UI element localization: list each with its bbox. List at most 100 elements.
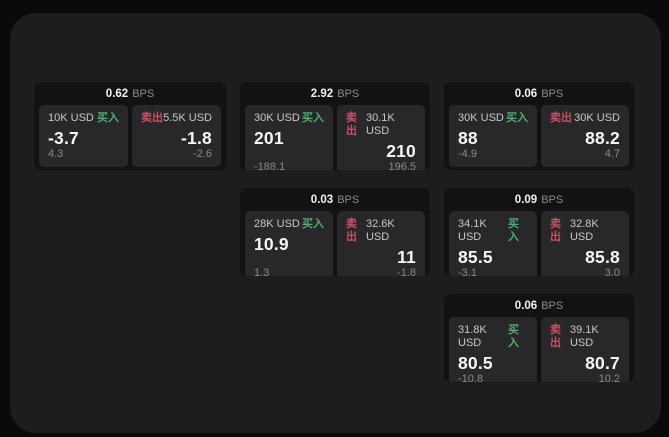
- card-header: 0.06 BPS: [444, 82, 634, 105]
- buy-amount: 30K USD: [458, 112, 504, 124]
- buy-tile-header: 30K USD 买入: [254, 112, 324, 125]
- sell-price: -1.8: [181, 128, 212, 148]
- sell-tile[interactable]: 卖出 39.1K USD 80.7 10.2: [541, 317, 629, 382]
- buy-tile[interactable]: 30K USD 买入 201 -188.1: [245, 105, 333, 170]
- bps-value: 0.03: [310, 193, 334, 206]
- sell-price: 88.2: [585, 128, 620, 148]
- card-header: 0.03 BPS: [240, 188, 430, 211]
- quote-card: 0.03 BPS 28K USD 买入 10.9 1.3 卖出 32.6K US…: [240, 188, 430, 276]
- buy-amount: 10K USD: [48, 112, 94, 124]
- sell-tile[interactable]: 卖出 5.5K USD -1.8 -2.6: [132, 105, 221, 167]
- bps-unit-label: BPS: [541, 193, 564, 206]
- sell-tile-header: 卖出 32.8K USD: [550, 218, 620, 244]
- buy-tile-header: 10K USD 买入: [48, 112, 119, 125]
- buy-price: -3.7: [48, 128, 79, 148]
- sell-tile-header: 卖出 32.6K USD: [346, 218, 416, 244]
- bps-unit-label: BPS: [541, 87, 564, 100]
- buy-tile-header: 30K USD 买入: [458, 112, 528, 125]
- sell-delta: -2.6: [193, 148, 212, 160]
- sell-tile[interactable]: 卖出 32.6K USD 11 -1.8: [337, 211, 425, 276]
- buy-amount: 28K USD: [254, 218, 300, 230]
- sell-tile-header: 卖出 30.1K USD: [346, 112, 416, 138]
- buy-side-label: 买入: [302, 218, 324, 230]
- bps-unit-label: BPS: [541, 299, 564, 312]
- quote-card: 0.06 BPS 31.8K USD 买入 80.5 -10.8 卖出 39.1…: [444, 294, 634, 382]
- buy-tile-header: 28K USD 买入: [254, 218, 324, 231]
- sell-price: 85.8: [585, 247, 620, 267]
- buy-price: 88: [458, 128, 478, 148]
- card-body: 30K USD 买入 201 -188.1 卖出 30.1K USD 210 1…: [240, 105, 430, 170]
- bps-value: 0.06: [514, 299, 538, 312]
- card-body: 10K USD 买入 -3.7 4.3 卖出 5.5K USD -1.8 -2.…: [34, 105, 226, 170]
- buy-tile[interactable]: 10K USD 买入 -3.7 4.3: [39, 105, 128, 167]
- sell-tile[interactable]: 卖出 30.1K USD 210 196.5: [337, 105, 425, 170]
- buy-price: 201: [254, 128, 284, 148]
- sell-amount: 39.1K USD: [569, 324, 599, 349]
- buy-delta: 1.3: [254, 267, 270, 276]
- buy-delta: -3.1: [458, 267, 477, 276]
- bps-value: 0.06: [514, 87, 538, 100]
- cards-grid: 0.62 BPS 10K USD 买入 -3.7 4.3 卖出 5.5K USD…: [34, 82, 634, 382]
- sell-side-label: 卖出: [346, 112, 357, 137]
- sell-side-label: 卖出: [346, 218, 357, 243]
- buy-delta: -10.8: [458, 373, 484, 382]
- quote-card: 0.09 BPS 34.1K USD 买入 85.5 -3.1 卖出 32.8K…: [444, 188, 634, 276]
- buy-side-label: 买入: [302, 112, 324, 124]
- bps-unit-label: BPS: [337, 193, 360, 206]
- sell-amount: 30K USD: [574, 112, 620, 124]
- buy-tile[interactable]: 30K USD 买入 88 -4.9: [449, 105, 537, 167]
- quote-card: 0.62 BPS 10K USD 买入 -3.7 4.3 卖出 5.5K USD…: [34, 82, 226, 170]
- buy-tile[interactable]: 28K USD 买入 10.9 1.3: [245, 211, 333, 276]
- buy-amount: 30K USD: [254, 112, 300, 124]
- buy-price: 80.5: [458, 353, 493, 373]
- sell-delta: -1.8: [397, 267, 416, 276]
- buy-price: 85.5: [458, 247, 493, 267]
- buy-side-label: 买入: [508, 218, 520, 243]
- buy-tile-header: 34.1K USD 买入: [458, 218, 528, 244]
- card-header: 0.09 BPS: [444, 188, 634, 211]
- sell-delta: 10.2: [598, 373, 620, 382]
- sell-delta: 4.7: [604, 148, 620, 160]
- buy-tile[interactable]: 31.8K USD 买入 80.5 -10.8: [449, 317, 537, 382]
- sell-amount: 30.1K USD: [365, 112, 395, 137]
- quote-card: 2.92 BPS 30K USD 买入 201 -188.1 卖出 30.1K …: [240, 82, 430, 170]
- card-body: 28K USD 买入 10.9 1.3 卖出 32.6K USD 11 -1.8: [240, 211, 430, 276]
- card-header: 0.06 BPS: [444, 294, 634, 317]
- card-body: 30K USD 买入 88 -4.9 卖出 30K USD 88.2 4.7: [444, 105, 634, 170]
- buy-delta: 4.3: [48, 148, 64, 160]
- bps-value: 0.62: [105, 87, 129, 100]
- buy-side-label: 买入: [506, 112, 528, 124]
- sell-side-label: 卖出: [141, 112, 163, 124]
- sell-tile-header: 卖出 39.1K USD: [550, 324, 620, 350]
- main-panel: 0.62 BPS 10K USD 买入 -3.7 4.3 卖出 5.5K USD…: [10, 13, 661, 433]
- buy-tile[interactable]: 34.1K USD 买入 85.5 -3.1: [449, 211, 537, 276]
- sell-side-label: 卖出: [550, 112, 572, 124]
- buy-delta: -188.1: [254, 161, 286, 170]
- sell-amount: 32.8K USD: [569, 218, 599, 243]
- bps-value: 2.92: [310, 87, 334, 100]
- quote-card: 0.06 BPS 30K USD 买入 88 -4.9 卖出 30K USD 8…: [444, 82, 634, 170]
- buy-tile-header: 31.8K USD 买入: [458, 324, 528, 350]
- sell-tile[interactable]: 卖出 32.8K USD 85.8 3.0: [541, 211, 629, 276]
- sell-tile-header: 卖出 5.5K USD: [141, 112, 212, 125]
- buy-amount: 31.8K USD: [458, 324, 487, 349]
- card-body: 34.1K USD 买入 85.5 -3.1 卖出 32.8K USD 85.8…: [444, 211, 634, 276]
- buy-amount: 34.1K USD: [458, 218, 487, 243]
- sell-amount: 32.6K USD: [365, 218, 395, 243]
- sell-price: 11: [397, 247, 416, 267]
- sell-price: 210: [386, 141, 416, 161]
- sell-side-label: 卖出: [550, 324, 561, 349]
- bps-unit-label: BPS: [337, 87, 360, 100]
- buy-price: 10.9: [254, 234, 289, 254]
- sell-delta: 196.5: [388, 161, 416, 170]
- sell-price: 80.7: [585, 353, 620, 373]
- buy-side-label: 买入: [97, 112, 119, 124]
- card-body: 31.8K USD 买入 80.5 -10.8 卖出 39.1K USD 80.…: [444, 317, 634, 382]
- sell-tile[interactable]: 卖出 30K USD 88.2 4.7: [541, 105, 629, 167]
- sell-delta: 3.0: [604, 267, 620, 276]
- sell-tile-header: 卖出 30K USD: [550, 112, 620, 125]
- buy-side-label: 买入: [508, 324, 520, 349]
- card-header: 0.62 BPS: [34, 82, 226, 105]
- bps-value: 0.09: [514, 193, 538, 206]
- buy-delta: -4.9: [458, 148, 477, 160]
